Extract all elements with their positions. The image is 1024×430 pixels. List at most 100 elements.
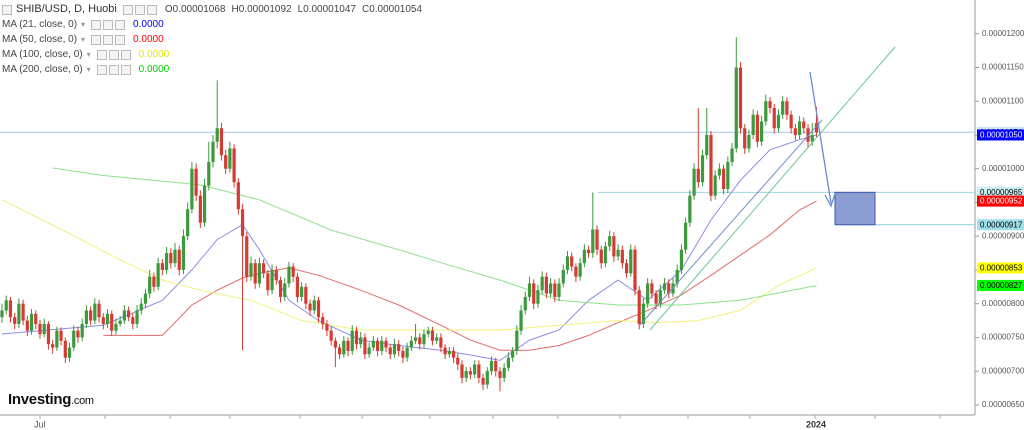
price-label: 0.00000952 xyxy=(980,197,1023,206)
candle-body xyxy=(375,340,380,351)
candle xyxy=(574,263,578,283)
price-label: 0.00000965 xyxy=(980,188,1023,197)
trend-line xyxy=(639,119,823,326)
candle xyxy=(346,337,350,357)
candle xyxy=(42,318,46,338)
candle xyxy=(224,149,228,175)
candle-body xyxy=(190,168,194,210)
candle-body xyxy=(734,67,738,149)
candle xyxy=(380,336,384,355)
dropdown-caret[interactable]: ▾ xyxy=(86,50,91,59)
candle xyxy=(506,352,510,372)
candle xyxy=(789,110,793,134)
candle-body xyxy=(747,134,751,149)
icon[interactable] xyxy=(115,19,126,30)
candle-body xyxy=(274,269,278,281)
candle xyxy=(502,363,506,382)
candle-body xyxy=(245,236,249,277)
candle xyxy=(101,313,105,330)
candle xyxy=(198,190,202,229)
icon[interactable] xyxy=(122,4,133,15)
candle-body xyxy=(291,266,295,277)
icon[interactable] xyxy=(134,4,145,15)
candle-body xyxy=(793,128,797,135)
candle xyxy=(696,107,700,188)
candle xyxy=(25,315,29,337)
candle-body xyxy=(359,337,363,345)
candle xyxy=(793,124,797,141)
candle xyxy=(802,117,806,134)
candle xyxy=(595,225,599,256)
candle-body xyxy=(262,263,266,274)
icon[interactable] xyxy=(115,34,126,45)
candle-body xyxy=(624,263,629,274)
candle-body xyxy=(118,320,122,324)
candle xyxy=(13,313,17,330)
icon[interactable] xyxy=(146,4,157,15)
candle-body xyxy=(240,209,245,237)
candle xyxy=(278,276,283,303)
dropdown-caret[interactable]: ▾ xyxy=(86,65,91,74)
candle xyxy=(245,232,249,283)
price-label: 0.00000827 xyxy=(980,281,1023,290)
candle-body xyxy=(169,253,173,264)
candle-body xyxy=(34,313,38,324)
candle-body xyxy=(312,300,316,311)
candle-body xyxy=(599,249,603,264)
candle xyxy=(375,337,380,357)
candle xyxy=(536,284,540,308)
candle-body xyxy=(156,263,160,287)
icon[interactable] xyxy=(103,34,114,45)
icon[interactable] xyxy=(96,49,107,60)
candle xyxy=(409,336,413,351)
price-label-box xyxy=(977,262,1024,274)
candle xyxy=(709,130,713,202)
candle-body xyxy=(722,168,726,189)
y-tick-label: 0.00001100 xyxy=(982,96,1024,105)
candle xyxy=(473,360,477,378)
dropdown-caret[interactable]: ▾ xyxy=(81,20,86,29)
candle-body xyxy=(342,340,346,355)
candle-body xyxy=(451,350,456,358)
candle-body xyxy=(89,310,93,321)
candle-body xyxy=(405,347,409,358)
y-tick-label: 0.00000900 xyxy=(982,231,1024,240)
candle-body xyxy=(42,323,46,335)
candle xyxy=(772,103,776,134)
candle xyxy=(776,109,781,133)
candle-body xyxy=(620,249,624,264)
candle xyxy=(253,259,257,289)
candle xyxy=(93,298,97,324)
candle xyxy=(722,164,726,195)
icon[interactable] xyxy=(91,19,102,30)
candle xyxy=(738,62,743,134)
icon[interactable] xyxy=(108,64,119,75)
icon[interactable] xyxy=(91,34,102,45)
candle xyxy=(89,306,93,326)
icon[interactable] xyxy=(96,64,107,75)
plot-area xyxy=(0,37,819,392)
icon[interactable] xyxy=(120,49,131,60)
candle-body xyxy=(772,107,776,129)
candle-body xyxy=(477,364,481,378)
candle-body xyxy=(498,371,502,378)
candle-body xyxy=(257,263,262,284)
drawings xyxy=(0,131,975,226)
candle xyxy=(228,141,232,173)
dropdown-caret[interactable]: ▾ xyxy=(81,35,86,44)
legend-row: MA (200, close, 0) ▾ 0.0000 xyxy=(2,62,422,77)
candle xyxy=(743,124,747,154)
legend-row: MA (21, close, 0) ▾ 0.0000 xyxy=(2,17,422,32)
candle xyxy=(186,202,190,241)
candle xyxy=(422,329,426,349)
candle xyxy=(46,321,51,350)
candle xyxy=(734,37,738,153)
candle xyxy=(338,344,342,360)
candle-body xyxy=(662,283,667,291)
watermark-text: Investing xyxy=(8,391,72,408)
icon[interactable] xyxy=(108,49,119,60)
candle xyxy=(152,272,156,292)
icon[interactable] xyxy=(103,19,114,30)
price-label: 0.00000917 xyxy=(980,220,1023,229)
icon[interactable] xyxy=(120,64,131,75)
